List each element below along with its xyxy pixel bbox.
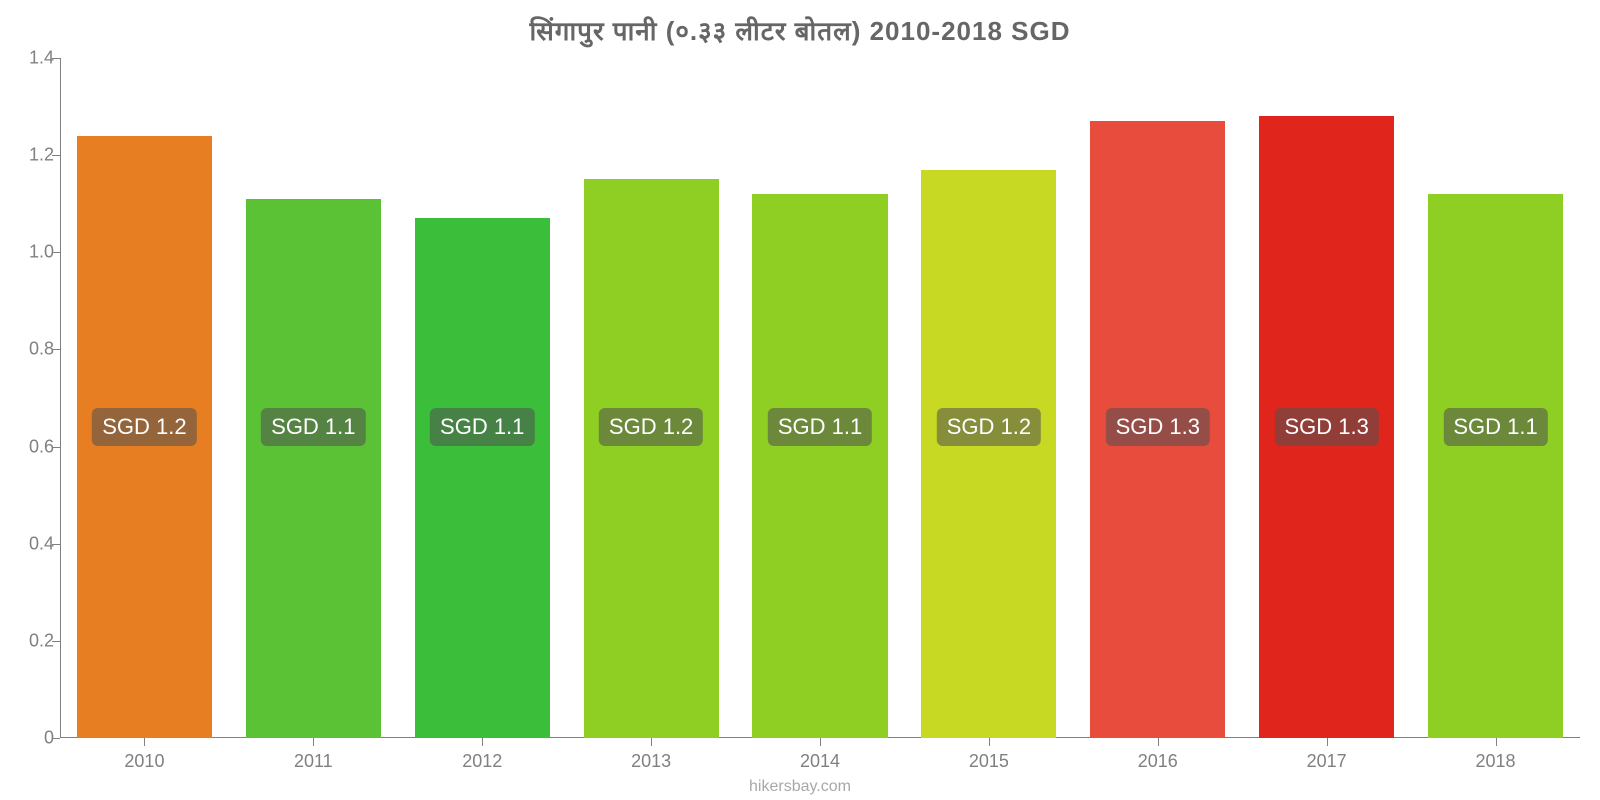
bar xyxy=(415,218,550,738)
y-tick-label: 0.2 xyxy=(12,630,54,651)
bar-value-label: SGD 1.2 xyxy=(599,408,703,446)
x-tick xyxy=(313,738,314,746)
x-tick-label: 2010 xyxy=(124,751,164,772)
y-tick-label: 0.8 xyxy=(12,339,54,360)
x-tick xyxy=(482,738,483,746)
y-tick-label: 0 xyxy=(12,728,54,749)
y-tick-label: 0.6 xyxy=(12,436,54,457)
bar-value-label: SGD 1.2 xyxy=(937,408,1041,446)
x-tick-label: 2015 xyxy=(969,751,1009,772)
x-tick xyxy=(1327,738,1328,746)
y-axis-line xyxy=(60,58,61,738)
chart-container: सिंगापुर पानी (०.३३ लीटर बोतल) 2010-2018… xyxy=(0,0,1600,800)
y-tick-label: 1.4 xyxy=(12,48,54,69)
bar-value-label: SGD 1.1 xyxy=(430,408,534,446)
bar-value-label: SGD 1.1 xyxy=(261,408,365,446)
chart-title: सिंगापुर पानी (०.३३ लीटर बोतल) 2010-2018… xyxy=(0,12,1600,48)
bar xyxy=(246,199,381,738)
source-attribution: hikersbay.com xyxy=(0,778,1600,796)
bar-value-label: SGD 1.3 xyxy=(1274,408,1378,446)
bar xyxy=(921,170,1056,738)
bar-value-label: SGD 1.1 xyxy=(1443,408,1547,446)
x-tick-label: 2013 xyxy=(631,751,671,772)
x-tick-label: 2012 xyxy=(462,751,502,772)
x-tick xyxy=(820,738,821,746)
bar-value-label: SGD 1.3 xyxy=(1106,408,1210,446)
x-tick-label: 2016 xyxy=(1138,751,1178,772)
y-tick-label: 1.0 xyxy=(12,242,54,263)
x-tick xyxy=(144,738,145,746)
bar-value-label: SGD 1.2 xyxy=(92,408,196,446)
x-tick-label: 2017 xyxy=(1307,751,1347,772)
bar xyxy=(752,194,887,738)
plot-area: 00.20.40.60.81.01.21.4SGD 1.22010SGD 1.1… xyxy=(60,58,1580,738)
bar-value-label: SGD 1.1 xyxy=(768,408,872,446)
y-tick-label: 0.4 xyxy=(12,533,54,554)
bar xyxy=(584,179,719,738)
y-tick-label: 1.2 xyxy=(12,145,54,166)
x-tick xyxy=(989,738,990,746)
x-tick xyxy=(651,738,652,746)
x-tick xyxy=(1158,738,1159,746)
x-tick xyxy=(1496,738,1497,746)
x-tick-label: 2014 xyxy=(800,751,840,772)
bar xyxy=(1428,194,1563,738)
x-tick-label: 2011 xyxy=(294,751,333,772)
x-tick-label: 2018 xyxy=(1476,751,1516,772)
